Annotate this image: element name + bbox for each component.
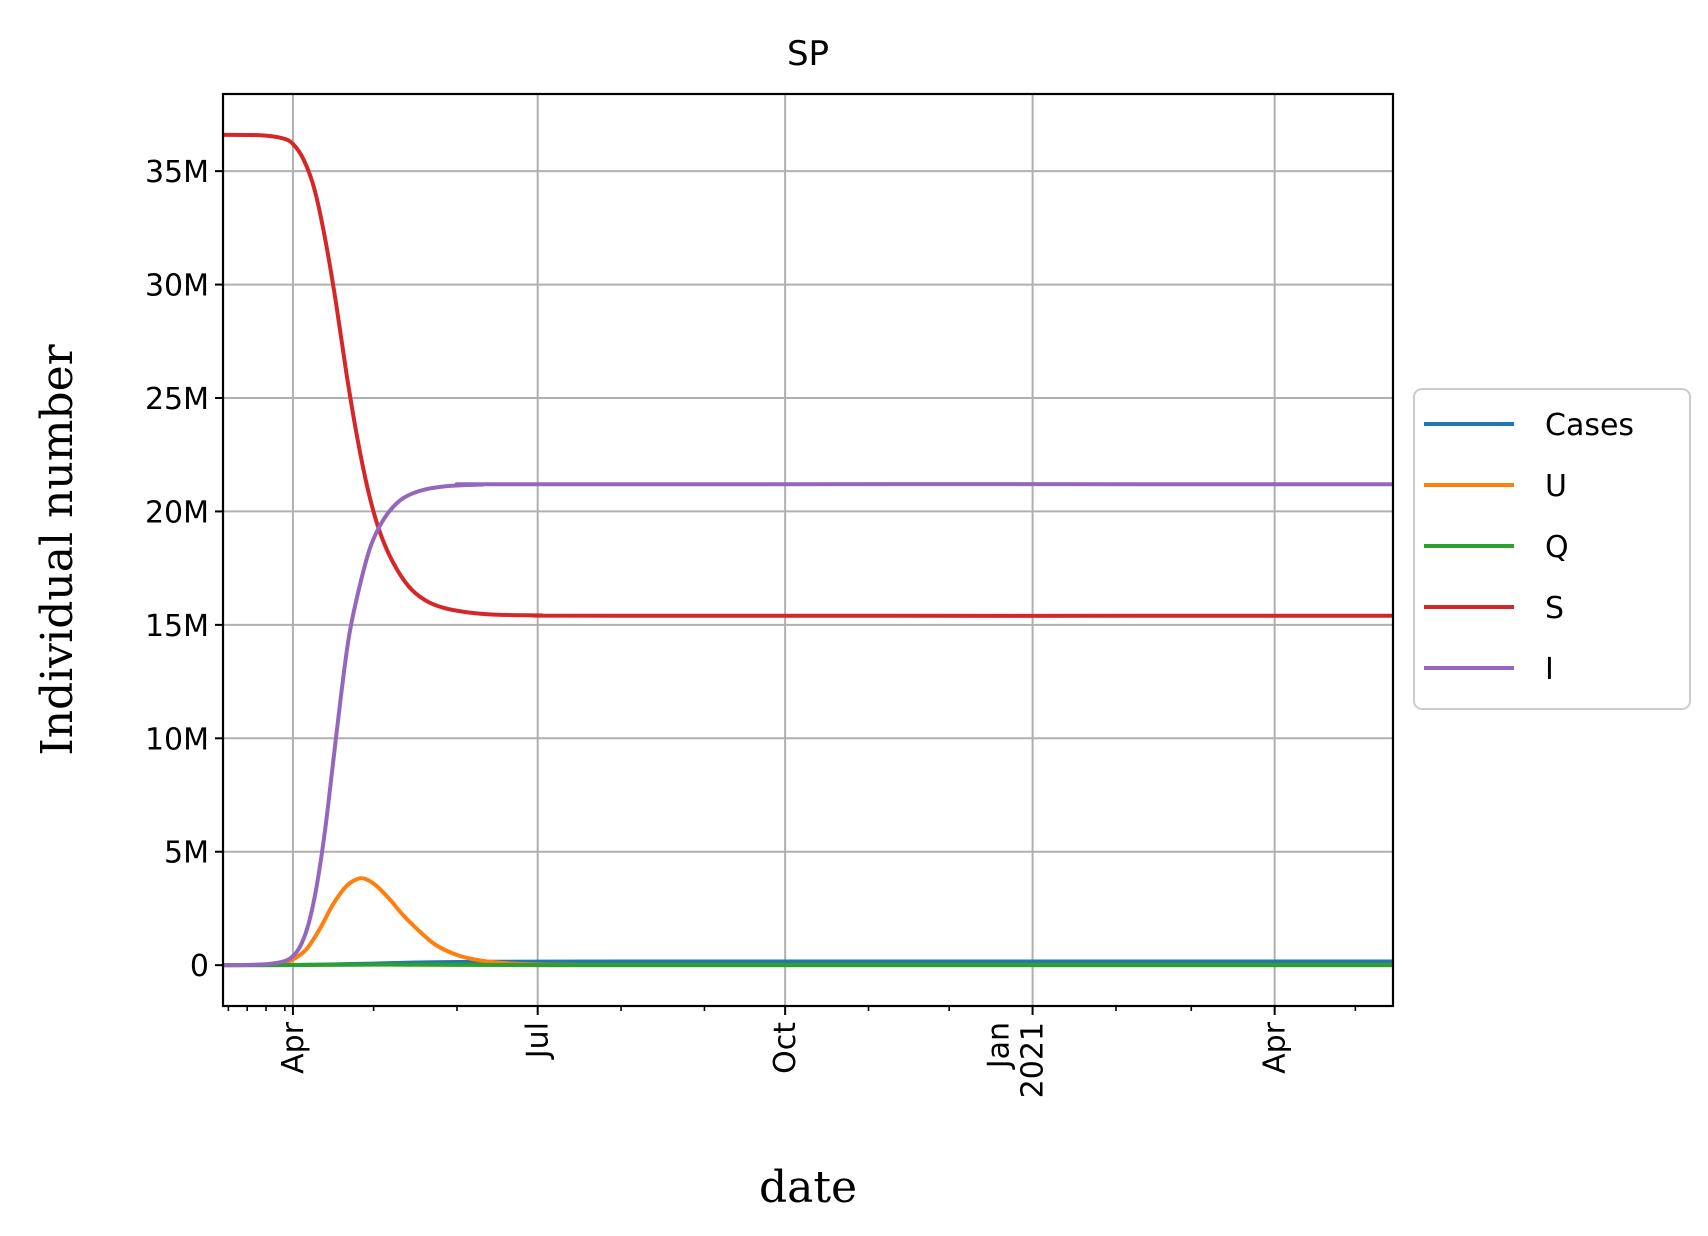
plot-frame	[221, 92, 1395, 1008]
legend-label-cases: Cases	[1545, 408, 1634, 443]
y-tick-label: 35M	[145, 155, 209, 190]
y-tick-label: 15M	[145, 609, 209, 644]
series-line-q	[222, 962, 1394, 968]
series-line-i	[222, 482, 1394, 968]
legend-box	[1413, 388, 1691, 710]
x-tick-label: Oct	[768, 1022, 803, 1074]
chart-title: SP	[787, 34, 829, 74]
x-axis-label: date	[759, 1162, 857, 1213]
grid-lines	[223, 94, 1393, 1006]
x-tick-label: Jul	[521, 1022, 556, 1060]
legend-label-i: I	[1545, 652, 1554, 687]
y-tick-label: 30M	[145, 269, 209, 304]
y-tick-label: 0	[190, 949, 209, 984]
legend-label-u: U	[1545, 469, 1567, 504]
y-axis-label: Individual number	[32, 343, 83, 755]
y-tick-label: 10M	[145, 722, 209, 757]
legend-label-s: S	[1545, 591, 1564, 626]
series-line-u	[222, 876, 1394, 968]
x-axis-ticks: Apr Jul Oct Jan2021 Apr	[227, 1006, 1357, 1098]
legend-label-q: Q	[1545, 530, 1569, 565]
plot-series	[222, 132, 1394, 968]
y-axis-ticks: 0 5M 10M 15M 20M 25M 30M 35M	[145, 155, 223, 984]
x-tick-label: Apr	[1258, 1021, 1293, 1074]
x-tick-label: Jan2021	[982, 1022, 1051, 1098]
y-tick-label: 20M	[145, 495, 209, 530]
y-tick-label: 5M	[164, 836, 209, 871]
x-tick-label: Apr	[276, 1021, 311, 1074]
y-tick-label: 25M	[145, 382, 209, 417]
series-line-s	[222, 132, 1394, 618]
